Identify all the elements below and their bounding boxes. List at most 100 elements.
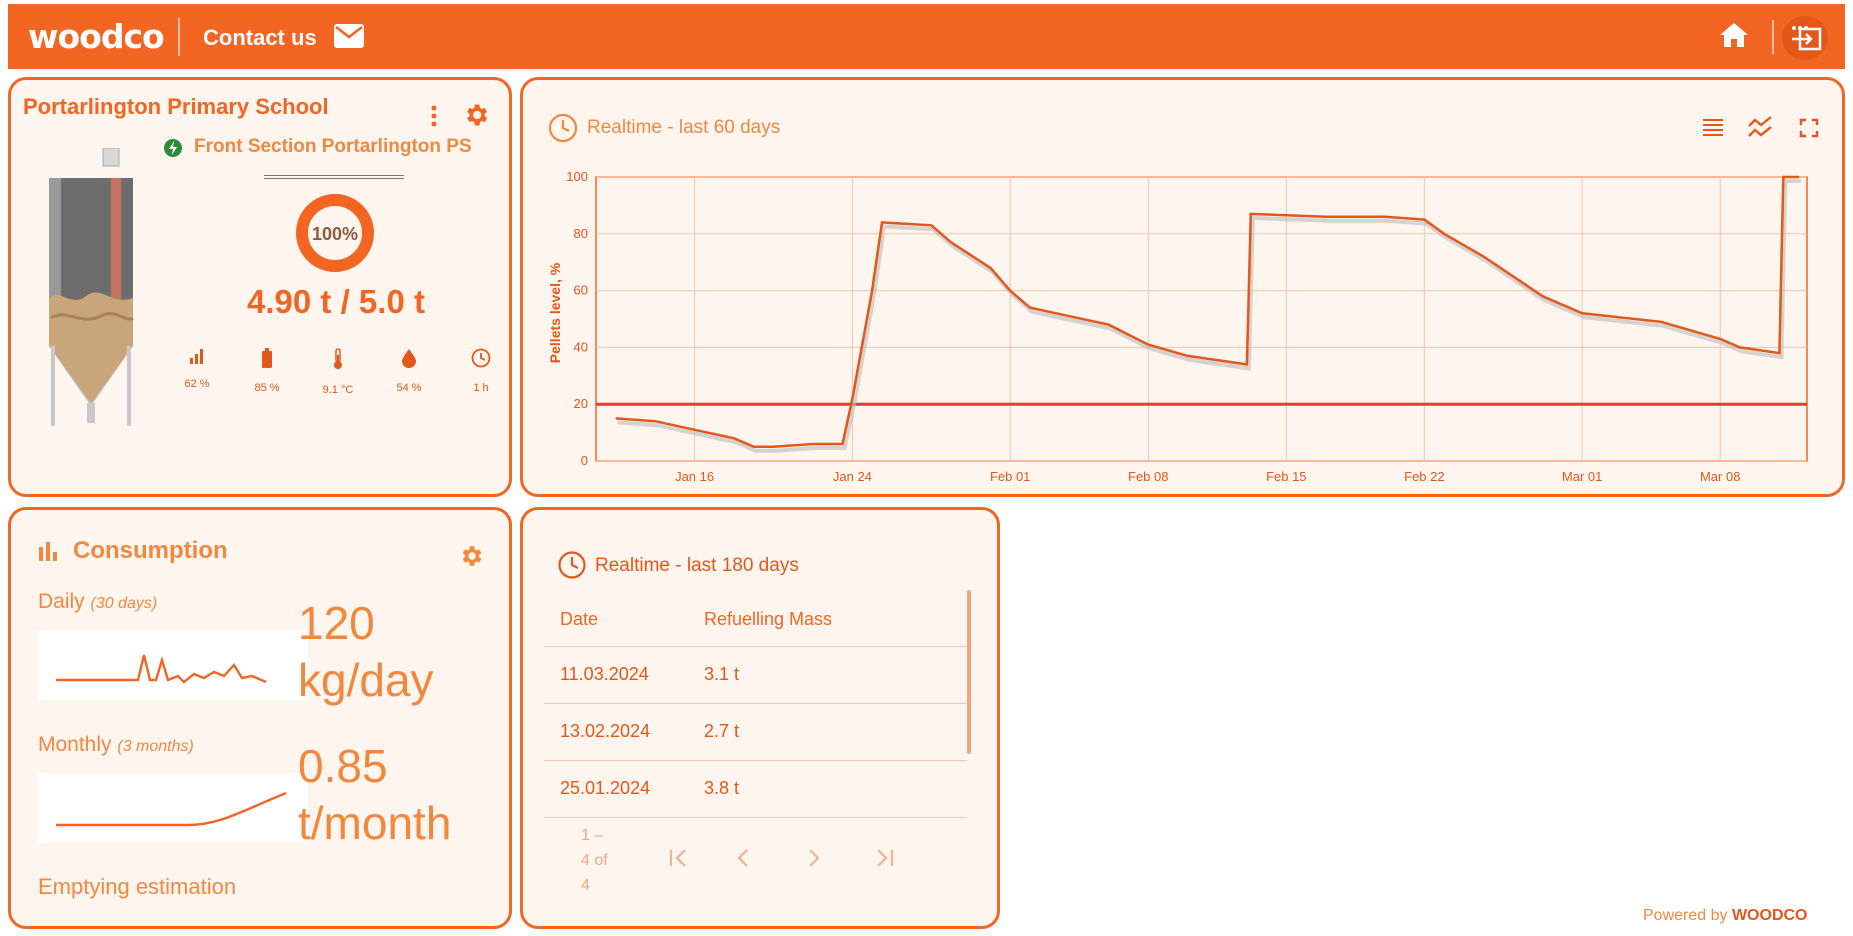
silo-illustration bbox=[49, 148, 134, 426]
logout-icon bbox=[1792, 26, 1822, 51]
monthly-label-text: Monthly bbox=[38, 733, 112, 756]
mail-icon[interactable] bbox=[334, 24, 364, 48]
powered-by-text: Powered by bbox=[1643, 907, 1728, 924]
daily-sparkline bbox=[38, 630, 308, 700]
realtime-chart-card: Realtime - last 60 days Pellets level, %… bbox=[520, 77, 1845, 497]
y-tick-label: 80 bbox=[574, 226, 588, 241]
first-page-icon[interactable] bbox=[668, 848, 690, 868]
table-header-row: Date Refuelling Mass bbox=[544, 590, 967, 647]
battery-icon bbox=[262, 348, 272, 368]
battery-stat: 85 % bbox=[237, 348, 297, 394]
consumption-card: Consumption Daily (30 days) 120 kg/day M… bbox=[8, 507, 512, 929]
gear-icon[interactable] bbox=[462, 101, 490, 129]
woodco-logo[interactable]: woodco bbox=[28, 17, 165, 56]
pagination-line-3: 4 bbox=[581, 877, 590, 894]
top-bar: woodco Contact us bbox=[8, 4, 1845, 69]
humidity-value: 54 % bbox=[396, 382, 422, 394]
y-tick-label: 0 bbox=[581, 453, 588, 468]
monthly-sparkline bbox=[38, 773, 308, 843]
daily-value: 120 bbox=[298, 597, 375, 649]
fullscreen-icon[interactable] bbox=[1799, 118, 1819, 138]
powered-by: Powered by WOODCO bbox=[1643, 907, 1808, 925]
previous-page-icon[interactable] bbox=[735, 848, 751, 868]
pellets-level-chart[interactable]: 0 20 40 60 80 100 Jan 16 Jan 24 Feb 01 Feb 08 Feb … bbox=[523, 80, 1842, 494]
signal-value: 62 % bbox=[184, 378, 210, 390]
row-date: 25.01.2024 bbox=[560, 778, 651, 798]
battery-value: 85 % bbox=[254, 382, 280, 394]
pagination-range: 1 – 4 of 4 bbox=[581, 823, 608, 898]
silo-card: Portarlington Primary School Front Secti… bbox=[8, 77, 512, 497]
x-tick-label: Feb 08 bbox=[1128, 469, 1168, 484]
x-tick-label: Feb 15 bbox=[1266, 469, 1306, 484]
daily-period: (30 days) bbox=[90, 595, 158, 612]
refuelling-card: Realtime - last 180 days Date Refuelling… bbox=[520, 507, 1000, 929]
monthly-period: (3 months) bbox=[117, 738, 194, 755]
monthly-sparkline-line bbox=[56, 791, 287, 827]
clock-icon bbox=[558, 551, 586, 579]
x-tick-label: Jan 16 bbox=[675, 469, 714, 484]
row-mass: 2.7 t bbox=[704, 721, 740, 741]
power-status-icon bbox=[164, 139, 182, 157]
daily-sparkline-line bbox=[56, 654, 267, 684]
last-page-icon[interactable] bbox=[873, 848, 895, 868]
pagination-line-2: 4 of bbox=[581, 852, 608, 869]
clock-icon bbox=[471, 348, 491, 368]
next-page-icon[interactable] bbox=[806, 848, 822, 868]
temperature-value: 9.1 °C bbox=[322, 384, 354, 396]
column-header-mass[interactable]: Refuelling Mass bbox=[704, 609, 833, 629]
thermometer-icon bbox=[334, 348, 342, 369]
logout-button[interactable] bbox=[1782, 16, 1828, 60]
signal-icon bbox=[190, 349, 203, 364]
chart-title: Realtime - last 60 days bbox=[587, 117, 781, 138]
refuelling-table: Date Refuelling Mass 11.03.2024 3.1 t 13… bbox=[544, 590, 967, 890]
row-mass: 3.8 t bbox=[704, 778, 740, 798]
update-interval-stat: 1 h bbox=[451, 348, 511, 394]
daily-label: Daily (30 days) bbox=[38, 590, 157, 614]
x-tick-label: Jan 24 bbox=[833, 469, 872, 484]
clock-icon bbox=[548, 113, 578, 143]
refuelling-title: Realtime - last 180 days bbox=[595, 555, 799, 576]
mass-label: 4.90 t / 5.0 t bbox=[247, 283, 425, 320]
emptying-estimation-label: Emptying estimation bbox=[38, 874, 237, 899]
monthly-unit: t/month bbox=[298, 797, 452, 849]
temperature-stat: 9.1 °C bbox=[308, 348, 368, 396]
section-name: Front Section Portarlington PS bbox=[194, 136, 472, 157]
x-tick-label: Feb 22 bbox=[1404, 469, 1444, 484]
divider bbox=[264, 175, 404, 179]
series-shadow bbox=[617, 179, 1802, 453]
daily-label-text: Daily bbox=[38, 590, 85, 613]
divider bbox=[1772, 20, 1774, 54]
contact-us-link[interactable]: Contact us bbox=[203, 25, 317, 50]
table-scrollbar[interactable] bbox=[967, 590, 971, 754]
fill-percent-label: 100% bbox=[311, 224, 359, 244]
series-toggle-icon[interactable] bbox=[1747, 116, 1773, 138]
x-tick-label: Feb 01 bbox=[990, 469, 1030, 484]
row-date: 13.02.2024 bbox=[560, 721, 651, 741]
bar-chart-icon bbox=[39, 542, 57, 561]
column-header-date[interactable]: Date bbox=[560, 609, 599, 629]
powered-by-brand[interactable]: WOODCO bbox=[1731, 907, 1808, 924]
signal-stat: 62 % bbox=[167, 348, 227, 390]
school-name: Portarlington Primary School bbox=[23, 94, 329, 119]
y-tick-label: 40 bbox=[574, 339, 588, 354]
y-tick-label: 100 bbox=[566, 169, 588, 184]
divider bbox=[178, 18, 180, 56]
y-tick-label: 20 bbox=[574, 396, 588, 411]
gear-icon[interactable] bbox=[458, 543, 484, 569]
table-row[interactable]: 13.02.2024 2.7 t bbox=[544, 704, 967, 761]
x-tick-label: Mar 01 bbox=[1562, 469, 1602, 484]
row-mass: 3.1 t bbox=[704, 664, 740, 684]
humidity-stat: 54 % bbox=[379, 348, 439, 394]
list-view-icon[interactable] bbox=[1702, 118, 1724, 136]
pellets-level-line bbox=[615, 175, 1800, 449]
table-row[interactable]: 25.01.2024 3.8 t bbox=[544, 761, 967, 818]
x-tick-label: Mar 08 bbox=[1700, 469, 1740, 484]
home-icon[interactable] bbox=[1719, 22, 1749, 48]
humidity-icon bbox=[402, 349, 416, 368]
table-row[interactable]: 11.03.2024 3.1 t bbox=[544, 647, 967, 704]
row-date: 11.03.2024 bbox=[560, 664, 649, 684]
fill-level-gauge bbox=[296, 194, 374, 272]
more-menu-icon[interactable] bbox=[427, 104, 441, 128]
y-tick-label: 60 bbox=[574, 283, 588, 298]
pagination-line-1: 1 – bbox=[581, 827, 604, 844]
